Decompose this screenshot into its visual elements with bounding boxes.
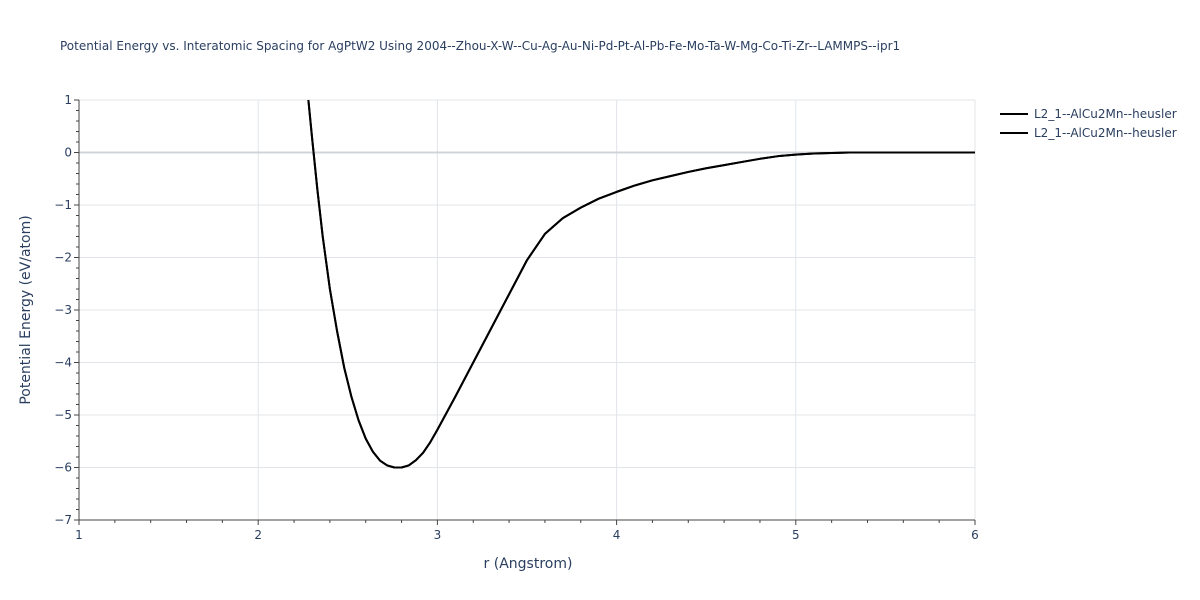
y-axis-title: Potential Energy (eV/atom) [18,215,34,404]
y-tick-labels: 1 0 −1 −2 −3 −4 −5 −6 −7 [54,93,72,527]
y-tick-label-3: −2 [54,251,72,265]
x-tick-label-4: 4 [613,528,621,542]
y-tick-label-0: 1 [64,93,72,107]
legend-label-1: L2_1--AlCu2Mn--heusler [1034,126,1177,140]
series-line-1 [307,99,975,469]
legend-item-1[interactable]: L2_1--AlCu2Mn--heusler [1000,126,1177,140]
x-axis-title: r (Angstrom) [484,556,573,572]
legend-item-0[interactable]: L2_1--AlCu2Mn--heusler [1000,107,1177,121]
x-tick-label-1: 1 [75,528,83,542]
x-tick-label-5: 5 [792,528,800,542]
x-tick-label-3: 3 [434,528,442,542]
y-tick-label-5: −4 [54,356,72,370]
grid-lines [79,99,976,520]
series-line-0 [307,99,975,469]
y-tick-label-6: −5 [54,408,72,422]
y-tick-label-2: −1 [54,198,72,212]
series-layer [307,99,975,469]
y-tick-label-1: 0 [64,146,72,160]
axes [74,99,976,525]
x-tick-label-6: 6 [971,528,979,542]
x-tick-labels: 1 2 3 4 5 6 [75,528,979,542]
y-tick-label-8: −7 [54,513,72,527]
x-tick-label-2: 2 [254,528,262,542]
y-tick-label-4: −3 [54,303,72,317]
chart-title: Potential Energy vs. Interatomic Spacing… [60,39,900,53]
legend-label-0: L2_1--AlCu2Mn--heusler [1034,107,1177,121]
legend[interactable]: L2_1--AlCu2Mn--heusler L2_1--AlCu2Mn--heu… [1000,107,1177,140]
y-tick-label-7: −6 [54,461,72,475]
